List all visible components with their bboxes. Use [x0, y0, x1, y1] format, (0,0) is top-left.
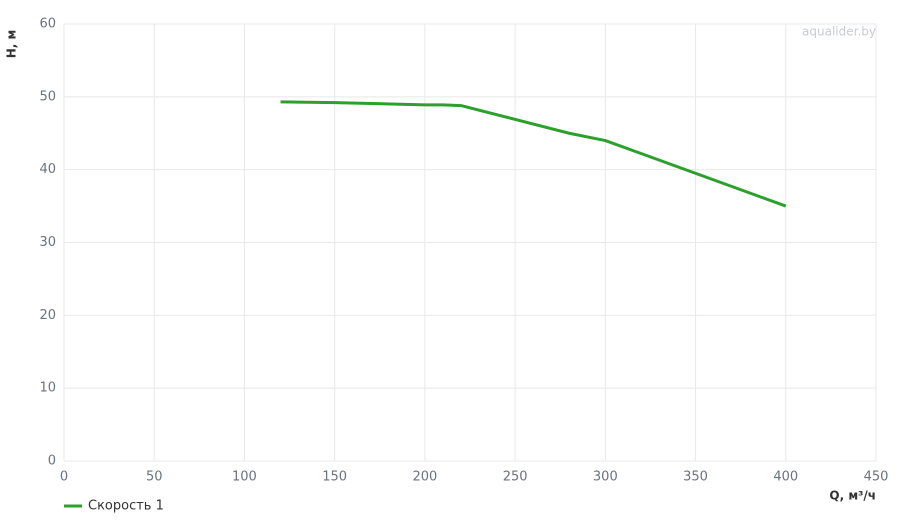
y-tick-label: 0: [48, 454, 56, 469]
x-tick-label: 150: [322, 470, 347, 485]
x-tick-label: 0: [60, 470, 68, 485]
legend-label: Скорость 1: [88, 499, 164, 514]
y-axis-label: H, м: [5, 30, 19, 59]
x-tick-label: 100: [232, 470, 257, 485]
x-tick-label: 350: [683, 470, 708, 485]
x-tick-label: 400: [773, 470, 798, 485]
y-tick-label: 50: [39, 89, 56, 104]
x-tick-label: 200: [412, 470, 437, 485]
line-series: [280, 100, 787, 208]
y-tick-label: 20: [39, 308, 56, 323]
x-tick-label: 250: [503, 470, 528, 485]
y-tick-label: 10: [39, 381, 56, 396]
x-tick-label: 50: [146, 470, 163, 485]
x-axis-label: Q, м³/ч: [829, 489, 876, 503]
watermark: aqualider.by: [802, 25, 876, 39]
x-tick-label: 450: [864, 470, 889, 485]
y-tick-label: 60: [39, 17, 56, 32]
y-tick-label: 40: [39, 162, 56, 177]
y-tick-label: 30: [39, 235, 56, 250]
x-tick-label: 300: [593, 470, 618, 485]
